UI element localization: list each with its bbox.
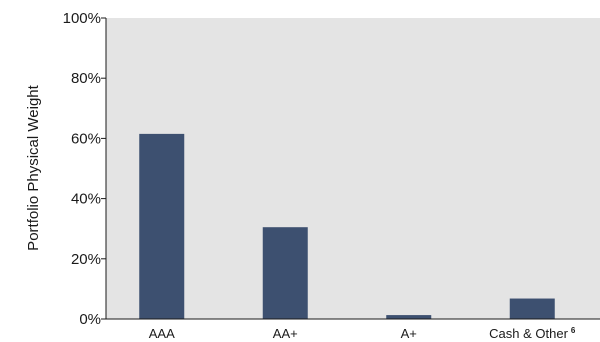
x-category-text: A+ bbox=[401, 326, 417, 341]
y-tick-label: 80% bbox=[71, 70, 101, 87]
y-tick-label: 0% bbox=[79, 311, 101, 328]
y-tick-label: 40% bbox=[71, 191, 101, 208]
bar-aaa bbox=[139, 133, 185, 319]
y-axis-title: Portfolio Physical Weight bbox=[25, 84, 42, 250]
bars-group bbox=[139, 133, 555, 319]
plot-area bbox=[106, 18, 600, 319]
x-category-label: Cash & Other 6 bbox=[489, 326, 576, 341]
x-category-text: AAA bbox=[149, 326, 175, 341]
bar-aa bbox=[262, 227, 308, 319]
bar-cash-other bbox=[509, 298, 555, 319]
bar-a bbox=[386, 315, 432, 319]
x-category-text: Cash & Other bbox=[489, 326, 568, 341]
footnote-marker: 6 bbox=[571, 326, 576, 335]
y-tick-label: 20% bbox=[71, 251, 101, 268]
x-category-label: AA+ bbox=[273, 326, 298, 341]
x-category-label: AAA bbox=[149, 326, 175, 341]
x-axis-labels: AAA AA+ A+ Cash & Other 6 bbox=[149, 326, 576, 341]
x-category-text: AA+ bbox=[273, 326, 298, 341]
x-category-label: A+ bbox=[401, 326, 417, 341]
y-tick-label: 100% bbox=[63, 10, 101, 27]
y-axis-ticks: 0% 20% 40% 60% 80% 100% bbox=[63, 10, 106, 328]
y-tick-label: 60% bbox=[71, 130, 101, 147]
